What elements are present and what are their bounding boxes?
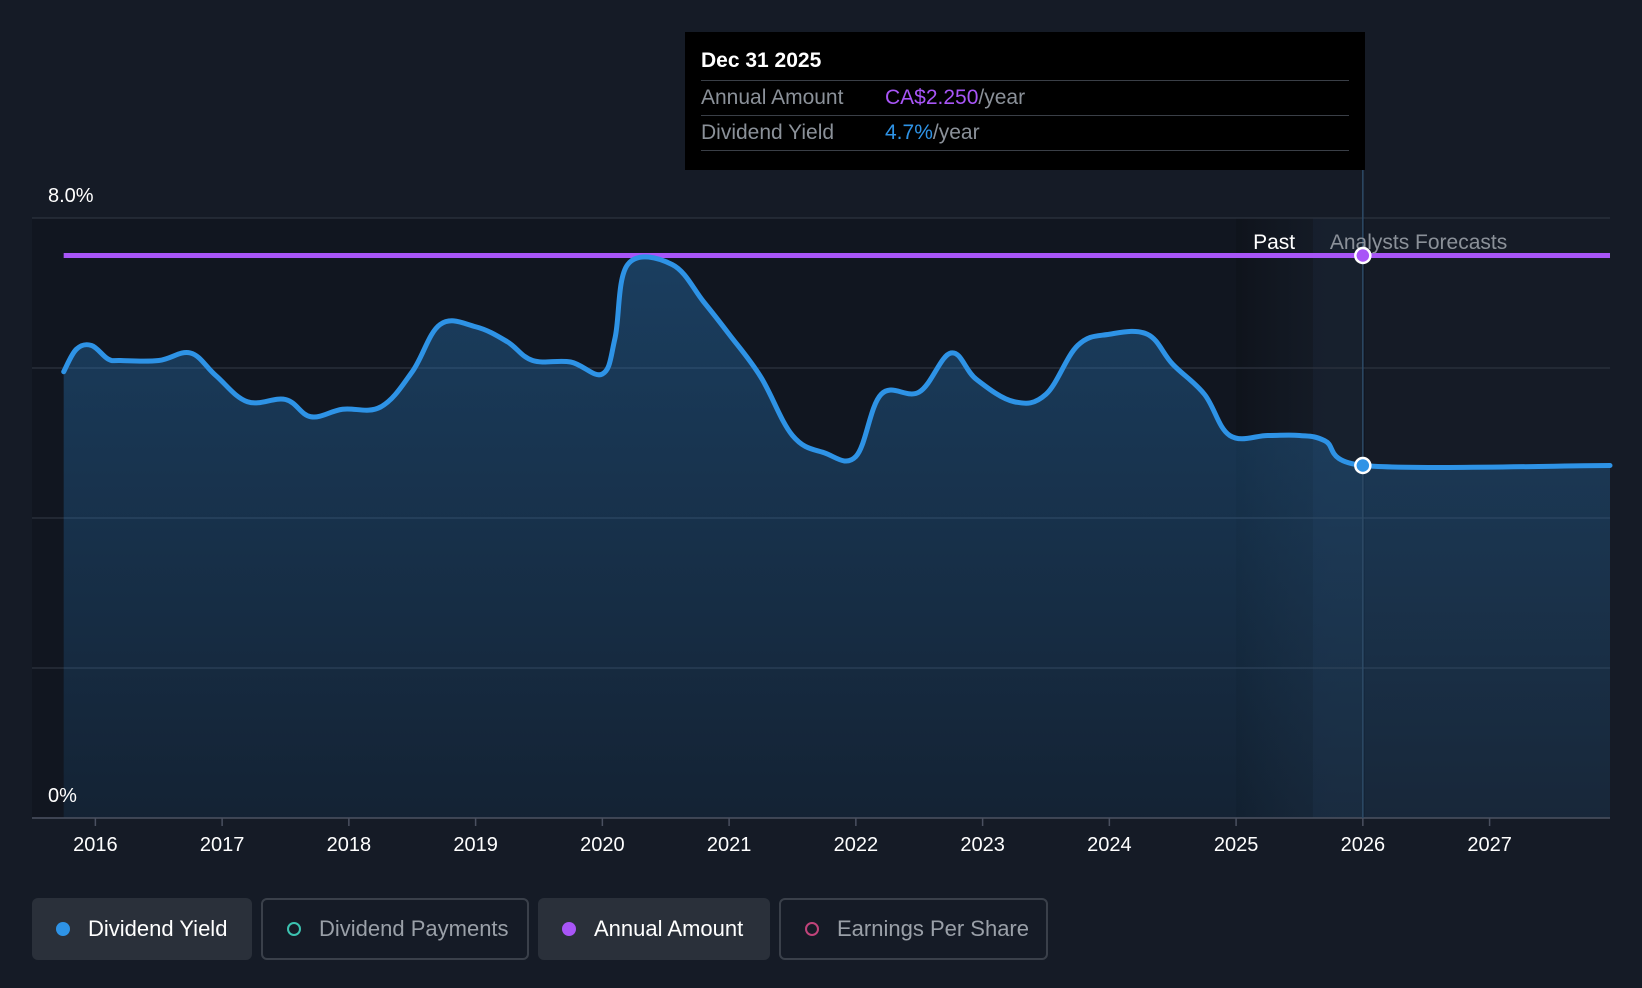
x-tick-label: 2025 xyxy=(1214,834,1259,856)
annual-amount-point[interactable] xyxy=(1354,246,1372,265)
dividend-yield-area xyxy=(63,256,1610,818)
x-tick-label: 2016 xyxy=(73,834,118,856)
analysts-forecasts-label: Analysts Forecasts xyxy=(1330,231,1507,254)
past-label: Past xyxy=(1253,231,1295,254)
y-tick-label-top: 8.0% xyxy=(48,185,94,207)
legend-annual-amount[interactable]: Annual Amount xyxy=(538,898,770,960)
tooltip-unit: /year xyxy=(978,86,1026,109)
tooltip-row-annual-amount: Annual Amount CA$2.250 /year xyxy=(701,81,1349,116)
dividend-yield-dot-icon xyxy=(56,922,70,936)
y-tick-label-bottom: 0% xyxy=(48,785,77,807)
x-tick-label: 2022 xyxy=(834,834,879,856)
tooltip-row-dividend-yield: Dividend Yield 4.7% /year xyxy=(701,116,1349,151)
tooltip-unit: /year xyxy=(932,121,980,144)
legend-label: Earnings Per Share xyxy=(837,916,1029,941)
legend-dividend-yield[interactable]: Dividend Yield xyxy=(32,898,252,960)
legend-dividend-payments[interactable]: Dividend Payments xyxy=(261,898,529,960)
tooltip-label: Dividend Yield xyxy=(701,121,835,144)
x-tick-label: 2020 xyxy=(580,834,625,856)
chart-tooltip: Dec 31 2025 Annual Amount CA$2.250 /year… xyxy=(685,32,1365,170)
legend-label: Dividend Yield xyxy=(88,916,228,941)
legend-earnings-per-share[interactable]: Earnings Per Share xyxy=(779,898,1048,960)
x-tick-label: 2019 xyxy=(453,834,498,856)
dividend-yield-line[interactable] xyxy=(61,254,1613,470)
annual-amount-dot-icon xyxy=(562,922,576,936)
x-tick-label: 2024 xyxy=(1087,834,1132,856)
x-tick-label: 2023 xyxy=(960,834,1005,856)
legend-label: Annual Amount xyxy=(594,916,744,941)
dividend-payments-ring-icon xyxy=(287,922,301,936)
x-tick-label: 2027 xyxy=(1467,834,1512,856)
tooltip-date: Dec 31 2025 xyxy=(701,46,1349,81)
tooltip-value: CA$2.250 xyxy=(885,86,979,109)
x-tick-label: 2021 xyxy=(707,834,752,856)
tooltip-value: 4.7% xyxy=(885,121,933,144)
tooltip-label: Annual Amount xyxy=(701,86,844,109)
x-tick-label: 2017 xyxy=(200,834,245,856)
earnings-per-share-ring-icon xyxy=(805,922,819,936)
x-axis-ticks: 2016 2017 2018 2019 2020 2021 2022 2023 2024 2025… xyxy=(73,818,1512,856)
x-tick-label: 2018 xyxy=(327,834,372,856)
legend-label: Dividend Payments xyxy=(319,916,509,941)
x-tick-label: 2026 xyxy=(1341,834,1386,856)
dividend-yield-point[interactable] xyxy=(1354,456,1372,475)
